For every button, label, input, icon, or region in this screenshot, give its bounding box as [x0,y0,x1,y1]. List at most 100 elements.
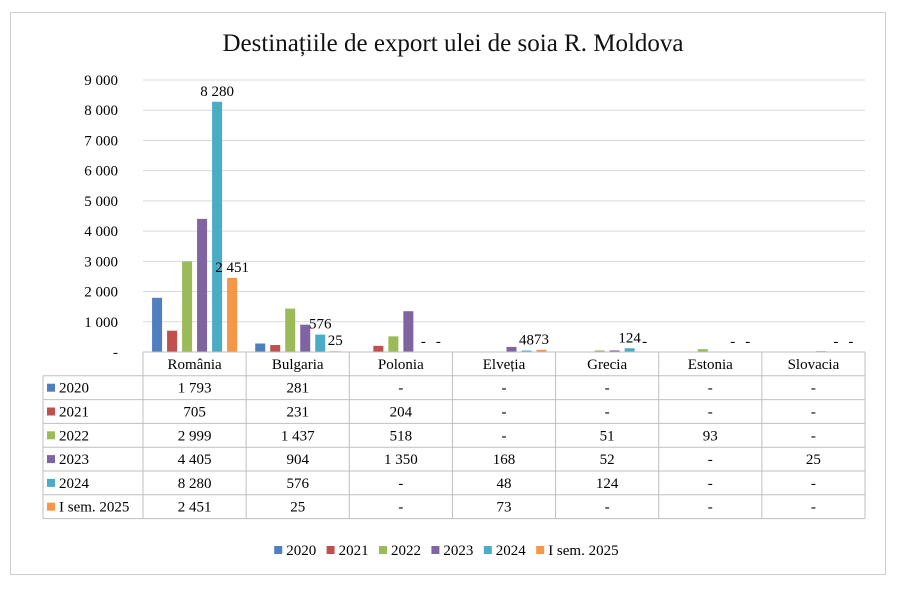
table-cell: - [708,500,713,516]
table-cell: 281 [286,381,309,397]
table-cell: - [708,452,713,468]
table-legend-key [47,431,55,440]
bar-2021-1 [270,345,281,352]
table-cell: - [502,381,507,397]
y-tick-label: 2 000 [84,285,118,301]
bar-2022-5 [697,349,708,352]
legend-swatch [379,546,387,554]
data-label: 25 [328,333,343,349]
data-label: 73 [534,332,549,348]
legend-label: I sem. 2025 [548,543,618,559]
table-cell: - [605,500,610,516]
bar-2023-0 [197,218,208,352]
table-cell: 124 [596,476,619,492]
table-cell: - [811,405,816,421]
data-label: - [730,334,735,350]
legend-label: 2020 [286,543,316,559]
table-cell: 25 [290,500,305,516]
table-cell: - [502,428,507,444]
table-cell: - [605,405,610,421]
table-row-header: 2022 [59,428,89,444]
legend-swatch [326,546,335,554]
bar-I-sem-2025-0 [227,277,238,352]
bar-2023-1 [300,324,311,352]
legend-label: 2023 [443,543,473,559]
table-cell: - [708,405,713,421]
table-cell: 48 [497,476,512,492]
bar-2023-4 [609,350,620,352]
table-row-header: 2020 [59,381,89,397]
table-cell: - [398,381,403,397]
bar-2021-2 [373,345,384,352]
bar-2022-2 [388,336,399,352]
data-label: 2 451 [215,260,249,276]
table-legend-key [47,502,55,511]
data-label: 48 [519,333,534,349]
table-cell: 168 [493,452,516,468]
chart-title: Destinațiile de export ulei de soia R. M… [222,30,684,57]
table-legend-key [47,478,55,487]
table-cell: 2 999 [178,428,212,444]
table-cell: 576 [286,476,309,492]
table-cell: 2 451 [178,500,212,516]
bar-2023-2 [403,311,414,352]
table-cell: - [811,500,816,516]
table-cell: 705 [183,405,206,421]
table-cell: - [811,381,816,397]
y-tick-label: 6 000 [84,164,118,180]
y-tick-label: 1 000 [84,315,118,331]
y-tick-label: 4 000 [84,224,118,240]
table-cell: 1 437 [281,428,315,444]
category-label: Estonia [688,357,733,373]
table-cell: 73 [497,500,512,516]
bar-2024-4 [624,348,635,352]
data-label: 124 [618,330,641,346]
legend-swatch [274,546,283,554]
chart-frame [10,12,886,575]
table-cell: 25 [806,452,821,468]
table-row-header: 2021 [59,405,89,421]
bar-2023-3 [506,346,517,352]
table-cell: - [708,476,713,492]
legend-label: 2024 [496,543,527,559]
table-cell: - [811,428,816,444]
data-label: - [848,334,853,350]
table-cell: 4 405 [178,452,212,468]
bar-2020-0 [152,297,163,352]
table-cell: 51 [600,428,615,444]
table-cell: 204 [390,405,413,421]
bar-2020-1 [255,343,266,352]
category-label: Polonia [378,357,424,373]
bar-2021-0 [167,330,178,352]
table-cell: 93 [703,428,718,444]
y-tick-label: 5 000 [84,194,118,210]
bar-2024-1 [315,334,326,352]
legend-swatch [536,546,545,554]
table-cell: 231 [286,405,309,421]
table-legend-key [47,455,55,464]
data-label: - [421,334,426,350]
data-label: - [833,334,838,350]
table-legend-key [47,407,55,416]
table-cell: - [708,381,713,397]
y-tick-label: 7 000 [84,133,118,149]
y-tick-label: 8 000 [84,103,118,119]
legend-label: 2021 [339,543,369,559]
table-cell: 8 280 [178,476,212,492]
category-label: Slovacia [788,357,840,373]
table-row-header: 2023 [59,452,89,468]
table-cell: 52 [600,452,615,468]
bar-2024-0 [212,101,223,352]
bar-2022-0 [182,261,193,352]
table-cell: - [811,476,816,492]
table-cell: 1 793 [178,381,212,397]
table-cell: - [398,476,403,492]
bar-I-sem-2025-3 [536,349,547,352]
y-tick-label: - [113,345,118,361]
data-label: 576 [309,317,332,333]
table-row-header: I sem. 2025 [59,500,129,516]
y-tick-label: 3 000 [84,254,118,270]
category-label: Elveția [483,357,526,373]
y-tick-label: 9 000 [84,73,118,89]
